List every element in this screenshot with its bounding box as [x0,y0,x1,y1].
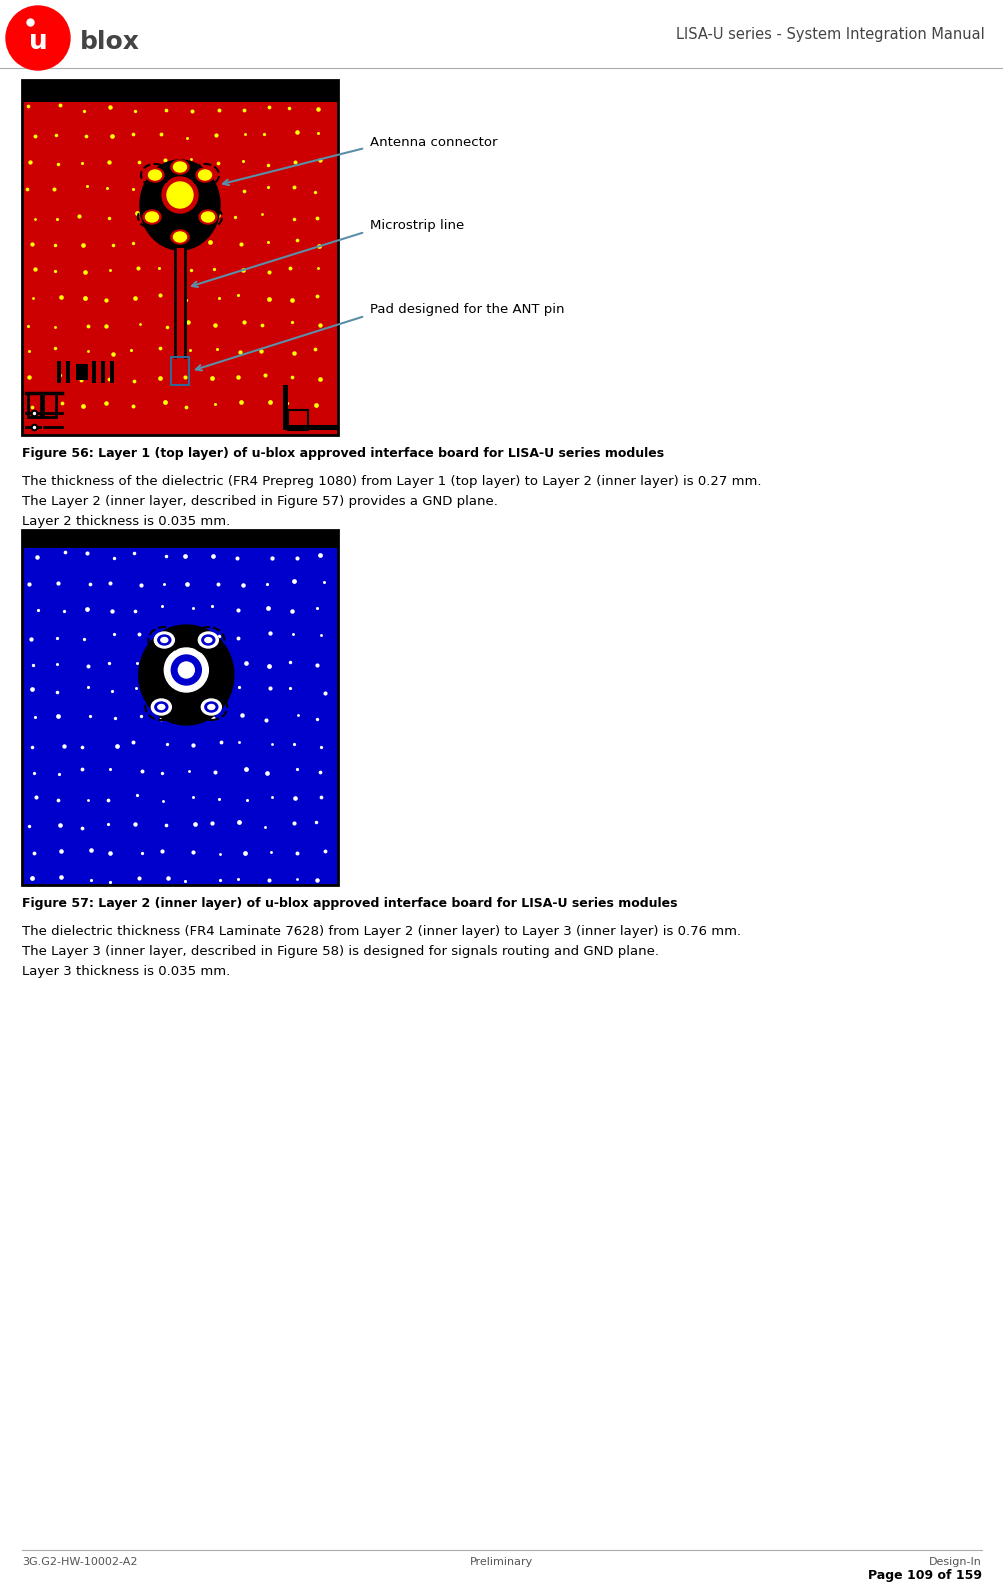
Bar [283,426,338,430]
Ellipse shape [174,161,187,172]
Ellipse shape [138,625,234,725]
Text: Preliminary: Preliminary [470,1557,533,1568]
Text: The Layer 2 (inner layer, described in Figure 57) provides a GND plane.: The Layer 2 (inner layer, described in F… [22,495,497,508]
Ellipse shape [199,210,217,225]
Circle shape [6,6,70,70]
Ellipse shape [148,169,161,180]
Text: The thickness of the dielectric (FR4 Prepreg 1080) from Layer 1 (top layer) to L: The thickness of the dielectric (FR4 Pre… [22,475,760,487]
Text: Layer 2 thickness is 0.035 mm.: Layer 2 thickness is 0.035 mm. [22,516,230,528]
Ellipse shape [202,699,221,715]
Text: Page 109 of 159: Page 109 of 159 [868,1568,981,1582]
Text: LISA-U series - System Integration Manual: LISA-U series - System Integration Manua… [676,27,984,43]
Ellipse shape [205,702,218,712]
Ellipse shape [160,638,168,642]
Ellipse shape [196,168,214,182]
Circle shape [161,177,198,214]
Bar [22,81,338,435]
Bar [92,361,96,383]
Text: The Layer 3 (inner layer, described in Figure 58) is designed for signals routin: The Layer 3 (inner layer, described in F… [22,944,658,959]
Ellipse shape [157,704,164,709]
Ellipse shape [145,212,158,221]
Ellipse shape [145,168,163,182]
Ellipse shape [154,702,168,712]
Ellipse shape [154,631,175,649]
Bar [43,392,56,418]
Bar [76,364,88,380]
Circle shape [172,655,202,685]
Bar [175,248,185,358]
Text: Microstrip line: Microstrip line [370,220,463,233]
Ellipse shape [202,212,215,221]
Bar [22,530,338,884]
Ellipse shape [199,631,218,649]
Circle shape [164,649,208,691]
Text: Pad designed for the ANT pin: Pad designed for the ANT pin [370,304,564,316]
Text: Design-In: Design-In [928,1557,981,1568]
Text: The dielectric thickness (FR4 Laminate 7628) from Layer 2 (inner layer) to Layer: The dielectric thickness (FR4 Laminate 7… [22,925,740,938]
Bar [288,410,308,430]
Bar [283,384,288,430]
Text: u: u [29,28,47,55]
Ellipse shape [199,169,212,180]
Text: Figure 56: Layer 1 (top layer) of u-blox approved interface board for LISA-U ser: Figure 56: Layer 1 (top layer) of u-blox… [22,448,663,460]
Bar [22,530,338,547]
Bar [101,361,105,383]
Ellipse shape [205,638,212,642]
Ellipse shape [157,634,171,645]
Ellipse shape [139,160,220,250]
Circle shape [166,182,193,207]
Ellipse shape [174,233,187,242]
Bar [22,81,338,101]
Bar [57,361,61,383]
Ellipse shape [171,160,189,174]
Bar [110,361,114,383]
Ellipse shape [142,210,160,225]
Bar [66,361,70,383]
Text: Figure 57: Layer 2 (inner layer) of u-blox approved interface board for LISA-U s: Figure 57: Layer 2 (inner layer) of u-bl… [22,897,677,910]
Bar [28,392,41,418]
Ellipse shape [202,634,215,645]
Ellipse shape [171,229,189,244]
Text: Layer 3 thickness is 0.035 mm.: Layer 3 thickness is 0.035 mm. [22,965,230,978]
Text: 3G.G2-HW-10002-A2: 3G.G2-HW-10002-A2 [22,1557,137,1568]
Text: blox: blox [80,30,139,54]
Ellipse shape [151,699,172,715]
Bar [171,358,189,384]
Text: Antenna connector: Antenna connector [370,136,497,150]
Ellipse shape [208,704,215,709]
Circle shape [179,661,195,679]
